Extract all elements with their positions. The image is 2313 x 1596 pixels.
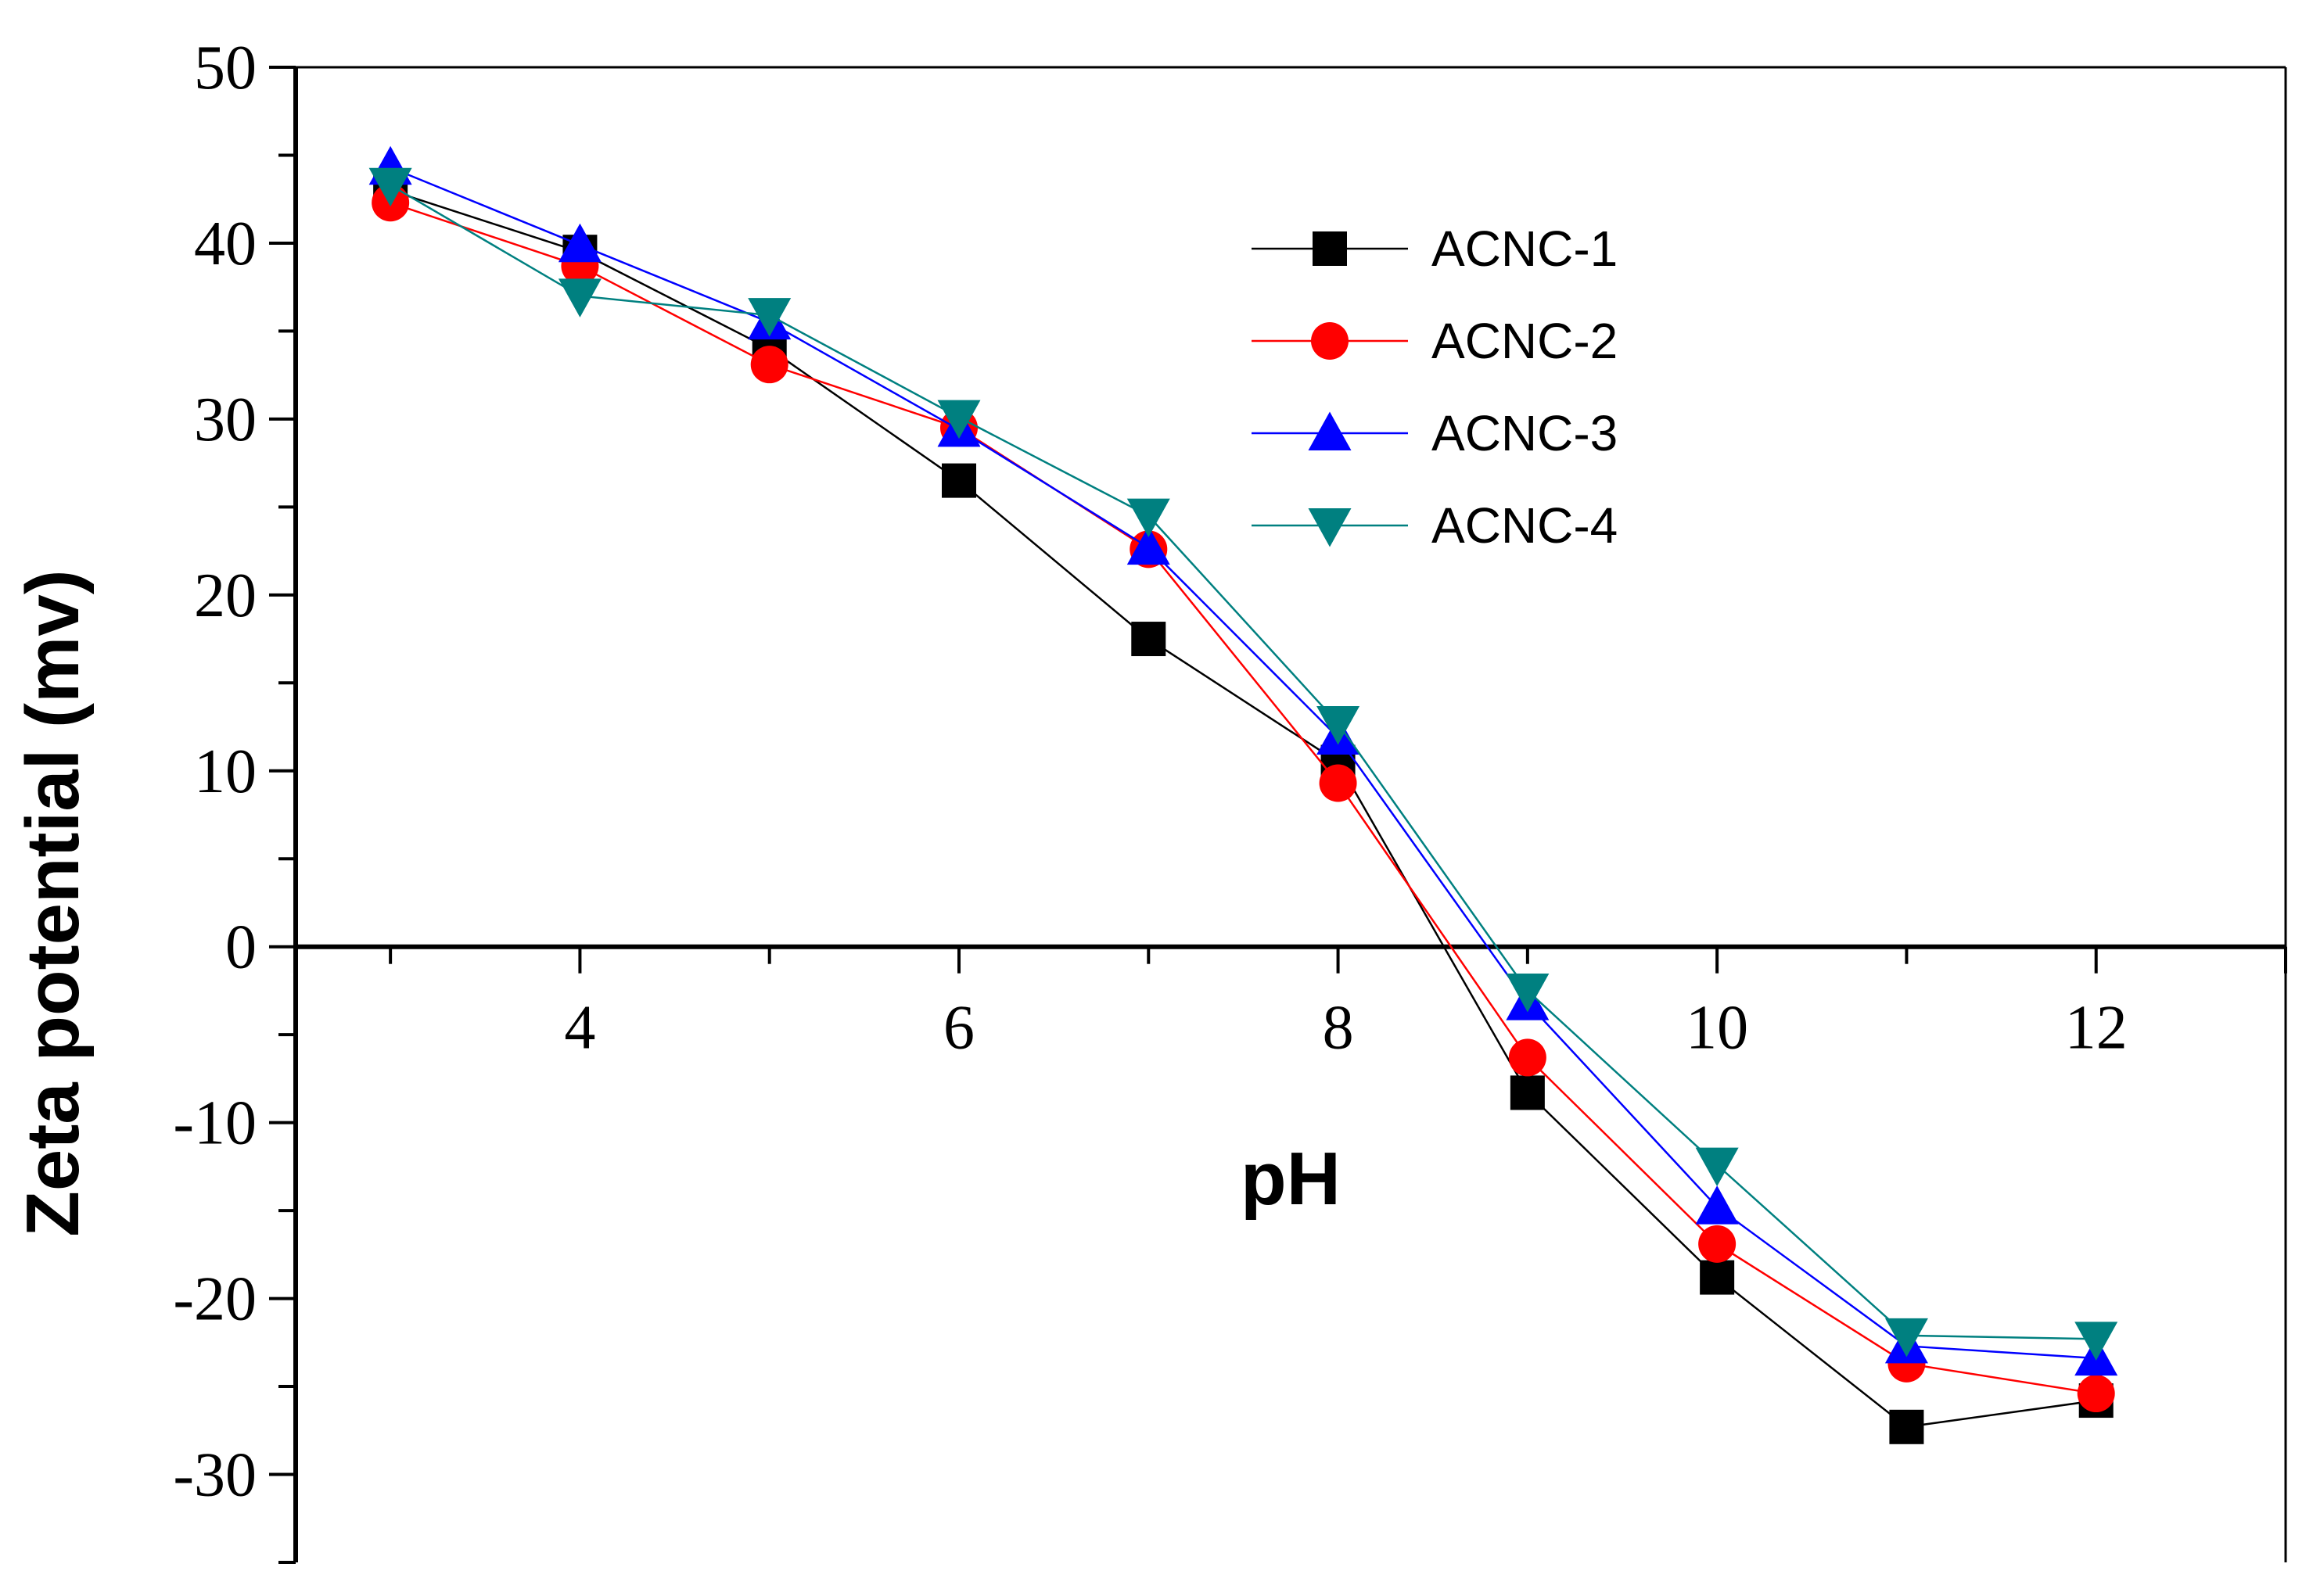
data-point — [942, 463, 976, 498]
data-point — [1508, 1038, 1546, 1077]
x-axis-title: pH — [1241, 1137, 1341, 1221]
y-tick-label: -30 — [173, 1441, 257, 1510]
y-tick-label: -20 — [173, 1265, 257, 1334]
legend-label: ACNC-1 — [1431, 221, 1618, 277]
legend-item: ACNC-2 — [1252, 313, 1618, 369]
legend-label: ACNC-2 — [1431, 313, 1618, 369]
data-point — [1889, 1409, 1924, 1444]
x-tick-label: 6 — [943, 994, 975, 1063]
data-point — [750, 346, 788, 384]
series-line — [390, 202, 2096, 1395]
y-tick-label: 40 — [194, 210, 257, 278]
legend-item: ACNC-3 — [1252, 405, 1618, 461]
series-line — [390, 167, 2096, 1360]
data-point — [2074, 1322, 2118, 1361]
data-point — [368, 167, 412, 207]
data-point — [1510, 1075, 1545, 1110]
y-tick-label: 0 — [225, 913, 257, 982]
data-point — [1126, 498, 1170, 538]
legend-item: ACNC-1 — [1252, 221, 1618, 277]
y-axis-title: Zeta potential (mv) — [11, 569, 95, 1236]
data-point — [1506, 973, 1550, 1013]
data-point — [1319, 764, 1357, 802]
data-point — [937, 400, 981, 439]
series-acnc-1 — [373, 173, 2114, 1444]
data-point — [1695, 1147, 1739, 1187]
data-series — [368, 145, 2118, 1444]
legend-label: ACNC-4 — [1431, 497, 1618, 554]
series-line — [390, 184, 2096, 1340]
data-point — [558, 223, 602, 263]
series-acnc-2 — [372, 184, 2115, 1413]
series-acnc-4 — [368, 167, 2118, 1361]
y-tick-label: 20 — [194, 561, 257, 630]
legend-marker — [1313, 231, 1347, 266]
x-tick-label: 4 — [564, 994, 595, 1063]
y-tick-label: 10 — [194, 737, 257, 806]
axis-titles: pH Zeta potential (mv) — [11, 569, 1341, 1236]
y-tick-label: -10 — [173, 1089, 257, 1158]
data-point — [1131, 622, 1166, 657]
legend: ACNC-1 ACNC-2 ACNC-3 ACNC-4 — [1252, 221, 1618, 554]
data-point — [2077, 1375, 2115, 1413]
legend-marker — [1311, 322, 1349, 360]
x-tick-label: 8 — [1323, 994, 1354, 1063]
legend-label: ACNC-3 — [1431, 405, 1618, 461]
y-tick-label: 30 — [194, 386, 257, 454]
plot-frame — [293, 66, 2287, 1562]
legend-item: ACNC-4 — [1252, 497, 1618, 554]
data-point — [1695, 1185, 1739, 1225]
series-line — [390, 189, 2096, 1429]
x-tick-label: 10 — [1686, 994, 1748, 1063]
axes: 4 6 8 10 12 50 40 30 20 10 0 -10 -20 -30 — [173, 34, 2287, 1564]
x-tick-label: 12 — [2065, 994, 2128, 1063]
data-point — [1700, 1260, 1735, 1295]
data-point — [558, 278, 602, 317]
data-point — [748, 298, 792, 337]
data-point — [1316, 706, 1360, 745]
legend-marker — [1308, 411, 1352, 450]
legend-marker — [1308, 508, 1352, 547]
data-point — [1698, 1225, 1737, 1263]
data-point — [1126, 525, 1170, 565]
y-tick-label: 50 — [194, 34, 257, 102]
data-point — [1884, 1318, 1928, 1357]
